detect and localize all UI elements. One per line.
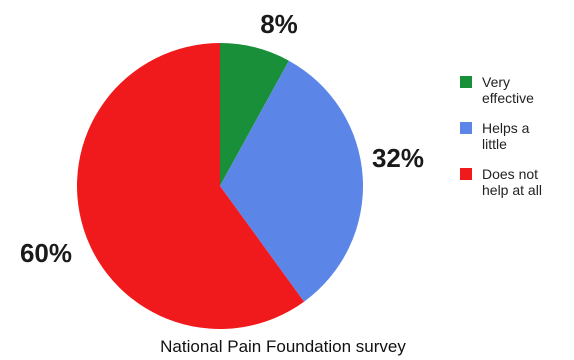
label-does-not-help: 60% bbox=[20, 238, 72, 268]
legend-swatch bbox=[460, 76, 472, 88]
chart-caption: National Pain Foundation survey bbox=[160, 337, 406, 356]
legend-item-helps-a-little: Helps a little bbox=[460, 120, 530, 152]
legend: Very effective Helps a little Does not help a… bbox=[460, 74, 542, 198]
legend-swatch bbox=[460, 168, 472, 180]
legend-label: Helps a little bbox=[482, 120, 530, 152]
legend-label: Very effective bbox=[482, 74, 534, 106]
legend-swatch bbox=[460, 122, 472, 134]
legend-item-very-effective: Very effective bbox=[460, 74, 534, 106]
pie-slices bbox=[77, 43, 363, 329]
label-very-effective: 8% bbox=[260, 9, 298, 39]
label-helps-a-little: 32% bbox=[372, 143, 424, 173]
legend-label: Does not help at all bbox=[482, 166, 542, 198]
legend-item-does-not-help: Does not help at all bbox=[460, 166, 542, 198]
